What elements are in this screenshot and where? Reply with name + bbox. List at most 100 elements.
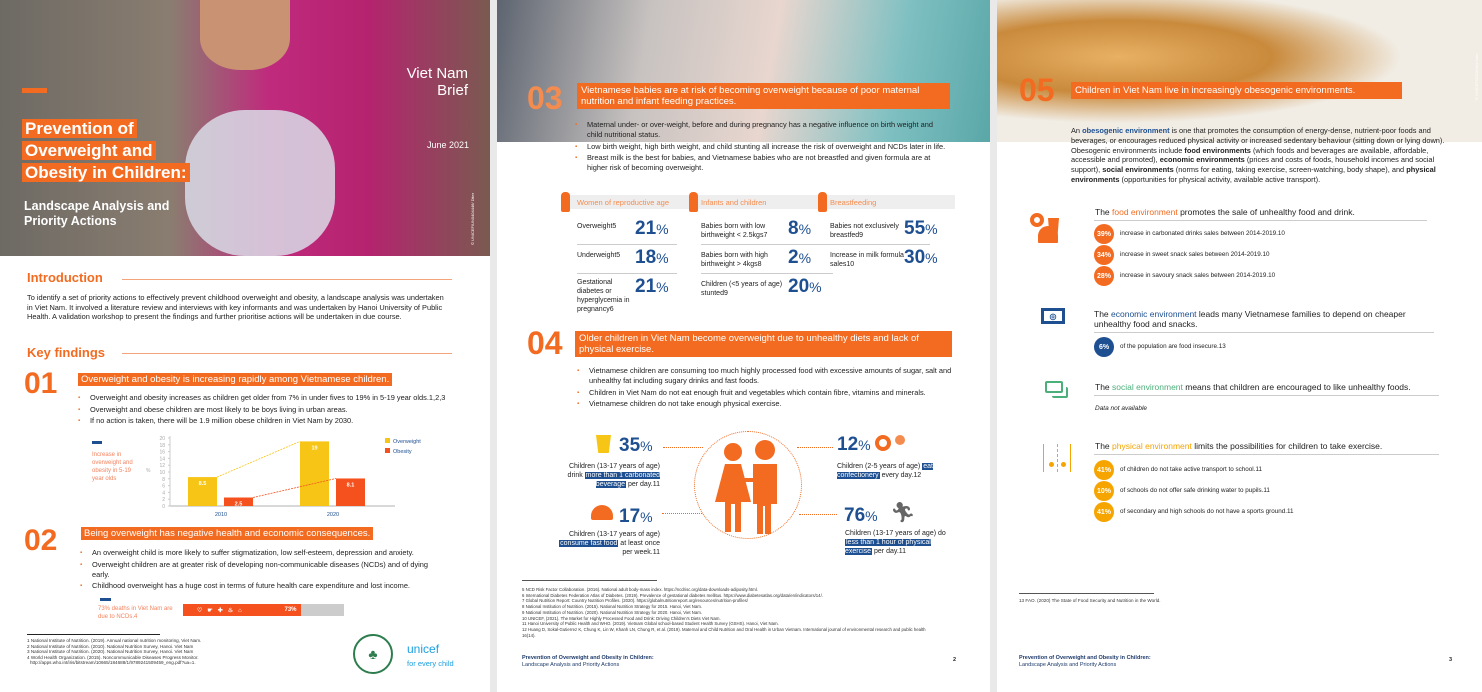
- stat-pre: Children (13-17 years of age): [568, 531, 660, 538]
- text: (opportunities for physical activity, av…: [1119, 174, 1321, 184]
- bullet: Overweight and obesity increases as chil…: [78, 393, 488, 403]
- text: (prices and costs of foods, household in…: [1071, 155, 1435, 175]
- y-tick-label: 8: [162, 477, 165, 483]
- stat-number: 55: [904, 218, 926, 239]
- text: (which foods and beverages are available…: [1071, 145, 1429, 165]
- stat-label: Gestational diabetes or hyperglycemia in…: [577, 279, 630, 313]
- stat-post: per day.11: [872, 548, 907, 555]
- text: is one that promotes the consumption of …: [1071, 126, 1445, 155]
- stat-badge: 34%: [1094, 245, 1114, 265]
- finding-number: 04: [527, 325, 563, 361]
- page-1: Viet Nam Brief June 2021 Prevention of O…: [0, 0, 490, 692]
- text: economic environment: [1111, 309, 1197, 319]
- unicef-logo: unicef: [407, 642, 440, 656]
- text: means that children are encouraged to li…: [1182, 382, 1411, 392]
- y-tick-label: 2: [162, 497, 165, 503]
- speech-bubbles-icon: [1045, 381, 1069, 399]
- page-number: 2: [953, 657, 957, 663]
- children-illustration: [694, 431, 802, 539]
- text: The: [1094, 309, 1112, 319]
- text: food environments: [1184, 145, 1251, 155]
- stat-label: Underweight5: [577, 252, 621, 259]
- text: promotes the sale of unhealthy food and …: [1177, 207, 1355, 217]
- chart-caption: Increase in overweight and obesity in 5-…: [92, 452, 133, 482]
- intro-heading: Introduction: [27, 270, 103, 285]
- accent-dash: [22, 88, 47, 93]
- legend-swatch: [385, 438, 390, 443]
- trend-line: [252, 478, 337, 498]
- pct-sign: %: [865, 508, 878, 524]
- stat-post: every day.12: [879, 472, 922, 479]
- finding-title: Overweight and obesity is increasing rap…: [78, 373, 393, 386]
- stat-badge: 28%: [1094, 266, 1114, 286]
- bullet: If no action is taken, there will be 1.9…: [78, 416, 488, 426]
- stat-number: 76: [844, 505, 866, 526]
- breastfeeding-icon: [818, 192, 827, 212]
- intro-text: To identify a set of priority actions to…: [27, 293, 444, 322]
- y-tick-label: 10: [159, 470, 165, 476]
- y-tick-label: 6: [162, 484, 165, 490]
- x-tick-label: 2010: [215, 512, 227, 518]
- stat-badge: 6%: [1094, 337, 1114, 357]
- stat-number: 21: [635, 218, 657, 239]
- text: economic environments: [1159, 155, 1245, 165]
- y-tick-label: 20: [159, 436, 165, 442]
- unicef-tagline: for every child: [407, 659, 454, 668]
- data-label: 8.5: [199, 481, 207, 487]
- bar-obesity: [336, 478, 365, 506]
- lollipop-icon: [895, 435, 905, 445]
- stat-value: 12%: [837, 434, 871, 456]
- stat-text: of the population are food insecure.13: [1120, 343, 1226, 350]
- bullet: Childhood overweight has a huge cost in …: [80, 581, 440, 591]
- page-2: 03 Vietnamese babies are at risk of beco…: [497, 0, 990, 692]
- footnote: 3 National Institute of Nutrition. (2020…: [27, 649, 194, 655]
- data-label: 2.5: [235, 502, 243, 508]
- pct-sign: %: [656, 279, 669, 295]
- bullet: Overweight children are at greater risk …: [80, 560, 440, 580]
- physical-heading: The physical environment limits the poss…: [1095, 441, 1382, 451]
- text: social environment: [1112, 382, 1183, 392]
- finding-number: 05: [1019, 72, 1055, 108]
- footnote: 9 National Institution of Nutrition. (20…: [522, 609, 703, 615]
- finding-bullets: Overweight and obesity increases as chil…: [78, 393, 488, 428]
- bullet: Breast milk is the best for babies, and …: [575, 153, 950, 173]
- stat-label: Increase in milk formula sales10: [830, 252, 904, 268]
- stat-number: 21: [635, 276, 657, 297]
- pct-sign: %: [809, 279, 822, 295]
- title-line: Overweight and: [22, 141, 156, 160]
- text: food environment: [1112, 207, 1178, 217]
- y-tick-label: 16: [159, 450, 165, 456]
- donut-candy-icon: [875, 435, 891, 451]
- photo-credit: © UNICEF/UN0404446/ Diter: [470, 192, 475, 245]
- stat-post: per day.11: [626, 481, 660, 488]
- bullet: Vietnamese children are consuming too mu…: [577, 366, 952, 386]
- pct-sign: %: [656, 250, 669, 266]
- stat-text: increase in sweet snack sales between 20…: [1120, 251, 1270, 258]
- fast-food-icon: [591, 505, 613, 520]
- stat-value: 21%: [635, 218, 669, 240]
- title-line: Prevention of: [22, 119, 137, 138]
- footnote-rule: [27, 634, 160, 635]
- pct-sign: %: [925, 221, 938, 237]
- bullet: Maternal under- or over-weight, before a…: [575, 120, 950, 140]
- woman-icon: [561, 192, 570, 212]
- stat-value: 76%: [844, 505, 878, 527]
- y-tick-label: 18: [159, 443, 165, 449]
- stat-value: 35%: [619, 435, 653, 457]
- food-heading: The food environment promotes the sale o…: [1095, 207, 1355, 217]
- bar-obesity: [224, 497, 253, 506]
- cover-title: Prevention of Overweight and Obesity in …: [22, 118, 190, 184]
- stat-text: increase in savoury snack sales between …: [1120, 272, 1276, 279]
- stats-column-header: Breastfeeding: [830, 198, 877, 207]
- page-3: © UNICEF/2019/Viet Nam 05 Children in Vi…: [997, 0, 1482, 692]
- stat-number: 18: [635, 247, 657, 268]
- y-tick-label: 4: [162, 490, 165, 496]
- economic-heading: The economic environment leads many Viet…: [1094, 309, 1434, 329]
- money-icon: ◎: [1041, 308, 1065, 324]
- y-axis-label: %: [146, 468, 151, 474]
- finding-bullets: Maternal under- or over-weight, before a…: [575, 120, 950, 175]
- footer-subtitle: Landscape Analysis and Priority Actions: [1019, 662, 1117, 668]
- footnotes: 1 National Institute of Nutrition. (2019…: [27, 638, 257, 666]
- caption-dash: [92, 441, 102, 444]
- text: (norms for eating, taking exercise, scre…: [1173, 165, 1407, 175]
